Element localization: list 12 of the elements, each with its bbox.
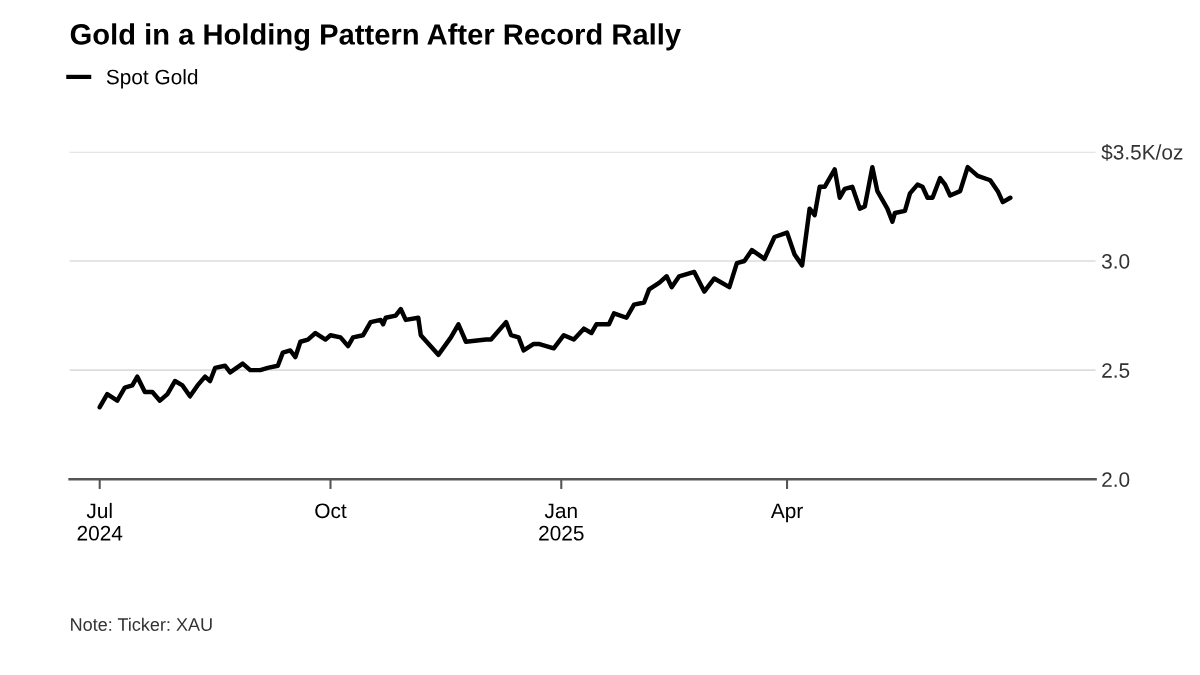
x-tick-label: Apr xyxy=(770,503,803,523)
y-tick-label: 2.0 xyxy=(1102,472,1130,487)
y-tick-label: 3.0 xyxy=(1101,254,1130,269)
y-tick-label: $3.5K/oz xyxy=(1101,144,1183,161)
legend-label: Spot Gold xyxy=(106,69,198,89)
y-tick-label: 2.5 xyxy=(1102,363,1130,378)
chart-title: Gold in a Holding Pattern After Record Rally xyxy=(70,23,681,51)
text: Note: Ticker: XAU xyxy=(71,617,212,631)
x-tick-label: Jan 2025 xyxy=(539,503,584,541)
x-tick-label: Jul 2024 xyxy=(77,502,123,541)
line-series xyxy=(97,164,1013,410)
x-tick-label: Oct xyxy=(315,503,347,519)
